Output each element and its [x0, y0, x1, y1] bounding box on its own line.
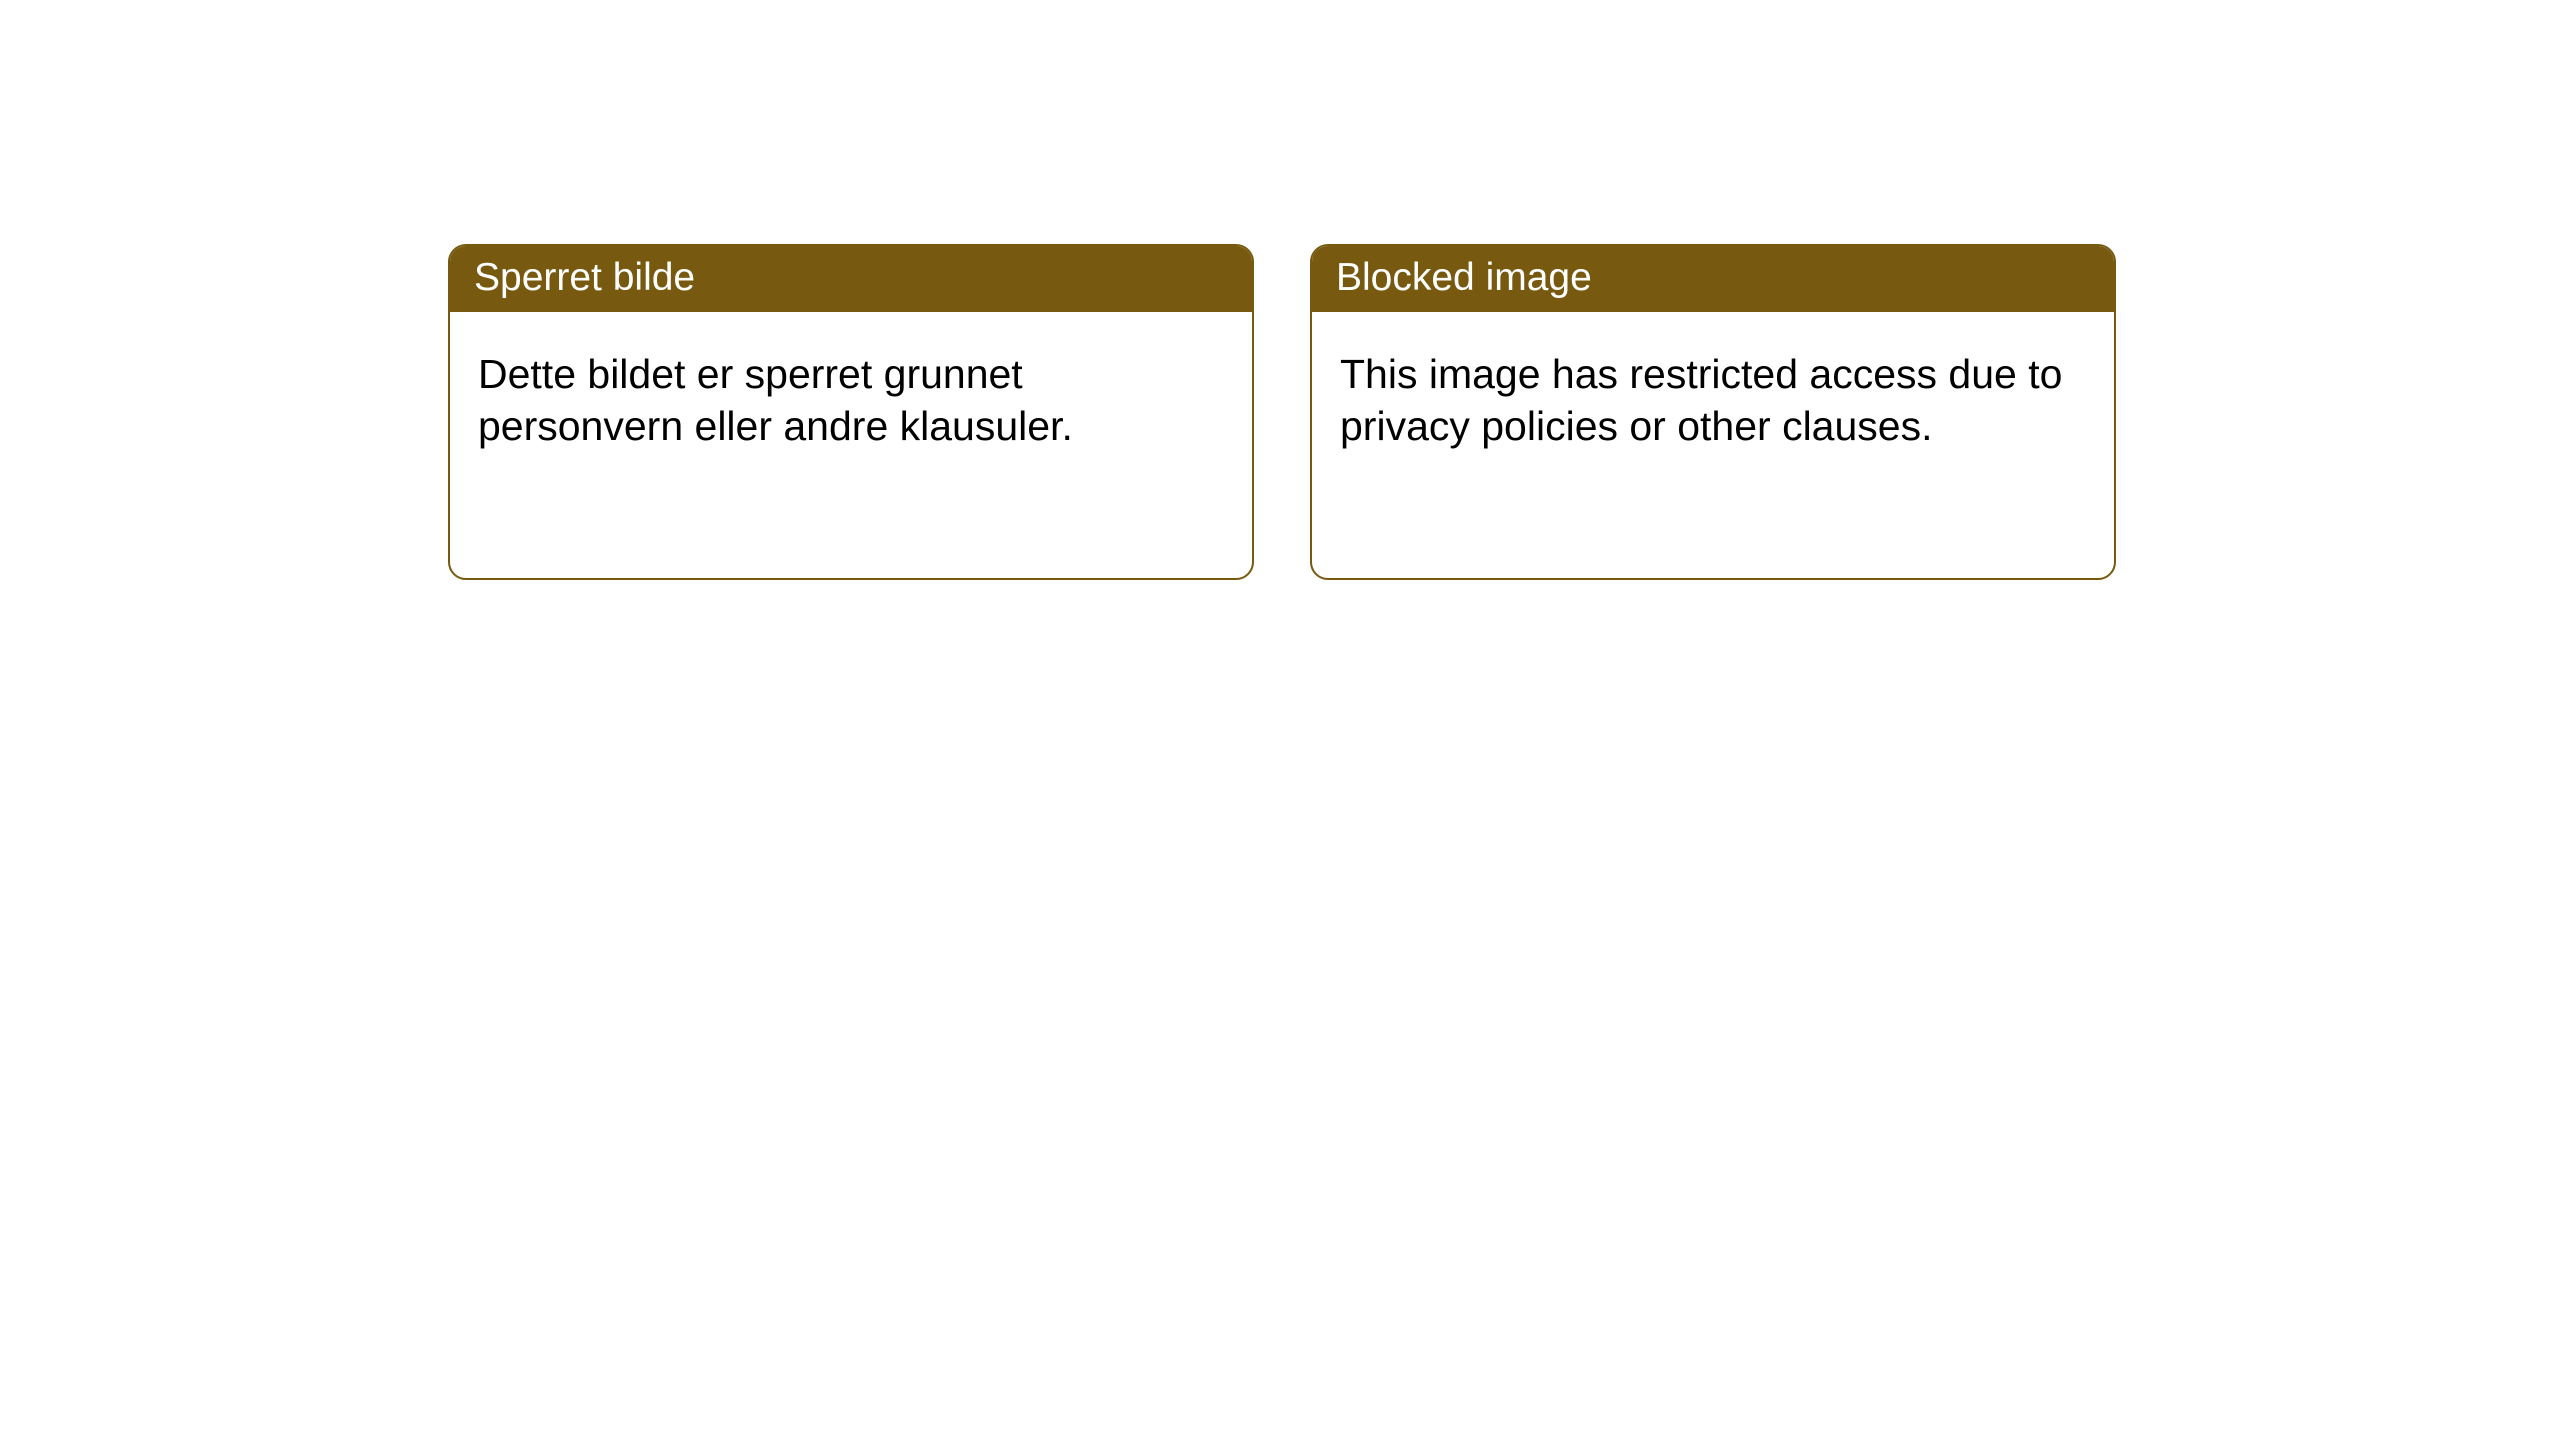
- notice-cards-container: Sperret bilde Dette bildet er sperret gr…: [0, 0, 2560, 580]
- card-body: This image has restricted access due to …: [1312, 312, 2114, 489]
- card-title: Sperret bilde: [474, 256, 695, 299]
- card-header: Blocked image: [1312, 246, 2114, 312]
- card-body: Dette bildet er sperret grunnet personve…: [450, 312, 1252, 489]
- card-message: Dette bildet er sperret grunnet personve…: [478, 351, 1073, 449]
- card-message: This image has restricted access due to …: [1340, 351, 2062, 449]
- notice-card-norwegian: Sperret bilde Dette bildet er sperret gr…: [448, 244, 1254, 580]
- notice-card-english: Blocked image This image has restricted …: [1310, 244, 2116, 580]
- card-header: Sperret bilde: [450, 246, 1252, 312]
- card-title: Blocked image: [1336, 256, 1592, 299]
